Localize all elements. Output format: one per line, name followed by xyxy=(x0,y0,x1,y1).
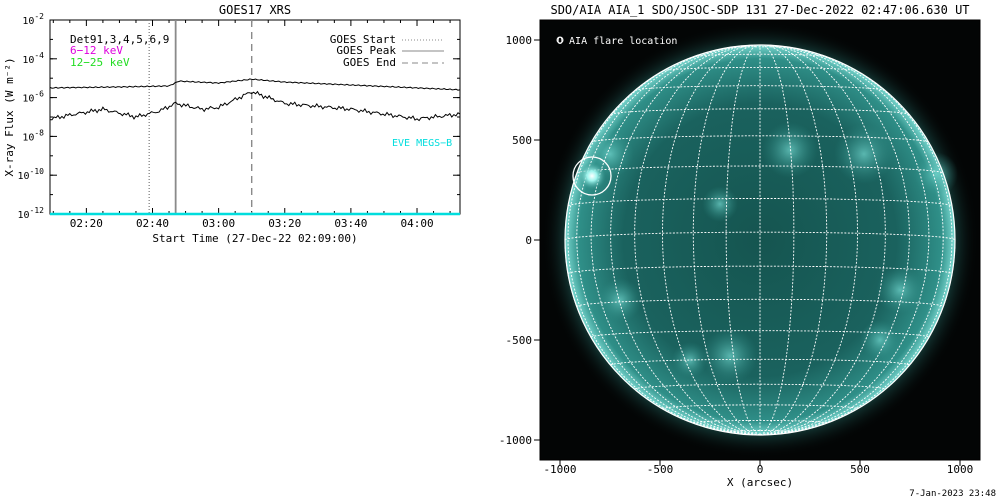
legend-goes-peak: GOES Peak xyxy=(336,44,396,57)
active-region-glow xyxy=(702,328,758,384)
latitude-line xyxy=(662,404,858,410)
x-tick-label: 02:20 xyxy=(70,217,103,230)
x-tick-label: 02:40 xyxy=(136,217,169,230)
x-tick-label: -500 xyxy=(647,463,674,476)
y-tick-label: -1000 xyxy=(499,434,532,447)
latitude-line xyxy=(610,108,910,115)
aia-image-content xyxy=(541,21,979,459)
latitude-line xyxy=(576,298,944,307)
longitude-line xyxy=(576,46,761,436)
goes-event-lines xyxy=(148,20,253,214)
footer-timestamp: 7-Jan-2023 23:48 xyxy=(909,489,996,499)
goes-y-axis-label: X-ray Flux (W m⁻²) xyxy=(3,57,16,176)
y-tick-label: 10-2 xyxy=(22,12,44,27)
latitude-line xyxy=(576,165,944,174)
aia-x-axis: -1000 -500 0 500 1000 xyxy=(543,460,973,476)
longitude-line xyxy=(634,44,761,436)
aia-image-panel: SDO/AIA AIA_1 SDO/JSOC-SDP 131 27-Dec-20… xyxy=(499,3,981,489)
flare-location-marker xyxy=(572,156,612,196)
solar-limb xyxy=(564,44,956,436)
y-tick-label: 10-6 xyxy=(22,90,44,105)
active-region-glow xyxy=(860,320,900,360)
active-region-glow xyxy=(876,266,924,314)
active-region-glow xyxy=(914,152,958,196)
x-tick-label: 03:00 xyxy=(202,217,235,230)
active-region-glow xyxy=(598,278,642,322)
x-tick-label: 1000 xyxy=(947,463,974,476)
aia-legend: O AIA flare location xyxy=(557,36,677,47)
longitude-line xyxy=(610,44,761,436)
aia-y-axis: 1000 500 0 -500 -1000 xyxy=(499,34,540,447)
y-tick-label: 1000 xyxy=(506,34,533,47)
goes-legend-left: Det91,3,4,5,6,9 6−12 keV 12−25 keV xyxy=(70,33,169,69)
active-region-glow xyxy=(702,186,738,222)
x-tick-label: 04:00 xyxy=(400,217,433,230)
y-tick-label: 10-8 xyxy=(22,128,44,143)
aia-image-title: SDO/AIA AIA_1 SDO/JSOC-SDP 131 27-Dec-20… xyxy=(550,3,969,17)
legend-goes-start: GOES Start xyxy=(330,33,396,46)
active-region-glow xyxy=(672,342,708,378)
y-tick-label: 10-10 xyxy=(18,167,45,182)
y-tick-label: -500 xyxy=(506,334,533,347)
latitude-line xyxy=(693,53,827,57)
x-tick-label: -1000 xyxy=(543,463,576,476)
y-tick-label: 0 xyxy=(525,234,532,247)
y-tick-label: 500 xyxy=(512,134,532,147)
goes-legend-right: GOES Start GOES Peak GOES End xyxy=(330,33,444,69)
aia-x-axis-label: X (arcsec) xyxy=(727,476,793,489)
longitude-line xyxy=(662,44,761,436)
latitude-line xyxy=(726,46,794,49)
goes-chart-title: GOES17 XRS xyxy=(219,3,291,17)
legend-goes-end: GOES End xyxy=(343,56,396,69)
latitude-line xyxy=(662,66,858,72)
goes-series xyxy=(49,78,461,216)
longitude-line xyxy=(759,44,858,436)
longitude-line xyxy=(759,46,944,436)
x-tick-label: 500 xyxy=(850,463,870,476)
legend-circle-icon xyxy=(556,36,564,44)
y-tick-label: 10-4 xyxy=(22,51,44,66)
longitude-line xyxy=(759,50,953,436)
longitude-line xyxy=(759,44,910,436)
goes-xrs-chart: GOES17 XRS 10-12 10-10 10-8 10-6 10-4 10-2 02… xyxy=(3,3,461,245)
series-line-long-channel xyxy=(49,78,461,91)
legend-detectors: Det91,3,4,5,6,9 xyxy=(70,33,169,46)
y-tick-label: 10-12 xyxy=(18,206,45,221)
longitude-line xyxy=(590,45,761,436)
latitude-line xyxy=(567,198,953,207)
active-region-glow xyxy=(762,122,818,178)
legend-6-12kev: 6−12 keV xyxy=(70,44,123,57)
heliographic-grid xyxy=(564,44,956,436)
flare-brightening xyxy=(578,162,606,190)
longitude-line xyxy=(759,44,886,436)
series-line-short-channel xyxy=(50,90,461,122)
goes-x-axis-label: Start Time (27-Dec-22 02:09:00) xyxy=(152,232,357,245)
legend-12-25kev: 12−25 keV xyxy=(70,56,130,69)
x-tick-label: 03:20 xyxy=(268,217,301,230)
longitude-line xyxy=(567,50,761,436)
longitude-line xyxy=(759,45,930,436)
active-region-glow xyxy=(834,124,894,184)
goes-x-axis: 02:20 02:40 03:00 03:20 03:40 04:00 xyxy=(52,20,451,230)
eve-megs-annotation: EVE MEGS−B xyxy=(392,138,452,149)
x-tick-label: 0 xyxy=(757,463,764,476)
x-tick-label: 03:40 xyxy=(334,217,367,230)
